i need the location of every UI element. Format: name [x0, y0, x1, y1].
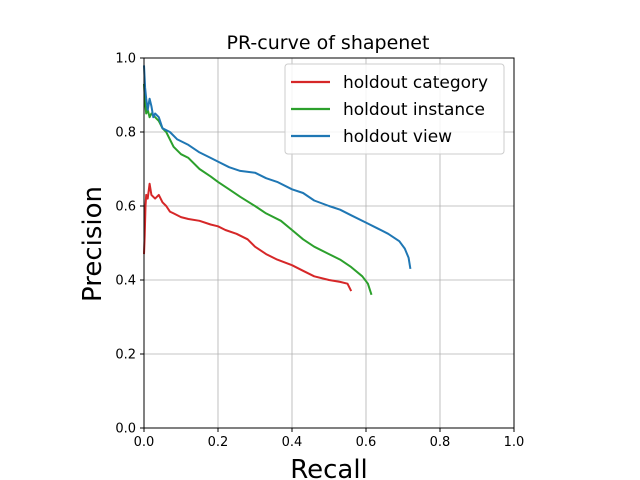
series-line-holdout-view — [143, 65, 412, 270]
y-tick-label: 1.0 — [115, 52, 136, 67]
x-tick-label: 0.6 — [356, 435, 377, 450]
x-tick-label: 0.2 — [208, 435, 229, 450]
series-line-holdout-instance — [143, 83, 373, 296]
x-tick-label: 0.4 — [282, 435, 303, 450]
x-tick-label: 1.0 — [504, 435, 525, 450]
chart-title: PR-curve of shapenet — [227, 32, 430, 54]
y-tick-label: 0.4 — [115, 274, 136, 289]
y-axis-label: Precision — [78, 186, 108, 302]
x-tick-label: 0.8 — [430, 435, 451, 450]
series-group — [143, 65, 412, 296]
legend-label: holdout category — [343, 73, 488, 93]
series-line-holdout-category — [143, 182, 353, 292]
y-tick-label: 0.8 — [115, 126, 136, 141]
x-axis-label: Recall — [290, 455, 368, 480]
y-tick-label: 0.6 — [115, 200, 136, 215]
legend-box — [284, 63, 505, 155]
ticks: 0.0 0.2 0.4 0.6 0.8 1.0 0.0 0.2 0.4 0.6 0.8 1.0 — [115, 52, 524, 451]
legend-label: holdout view — [343, 127, 452, 147]
y-tick-label: 0.2 — [115, 348, 136, 363]
legend-label: holdout instance — [343, 100, 485, 120]
plot-frame — [143, 57, 515, 429]
legend: holdout category holdout instance holdout … — [284, 63, 505, 155]
y-tick-label: 0.0 — [115, 422, 136, 437]
x-tick-label: 0.0 — [134, 435, 155, 450]
